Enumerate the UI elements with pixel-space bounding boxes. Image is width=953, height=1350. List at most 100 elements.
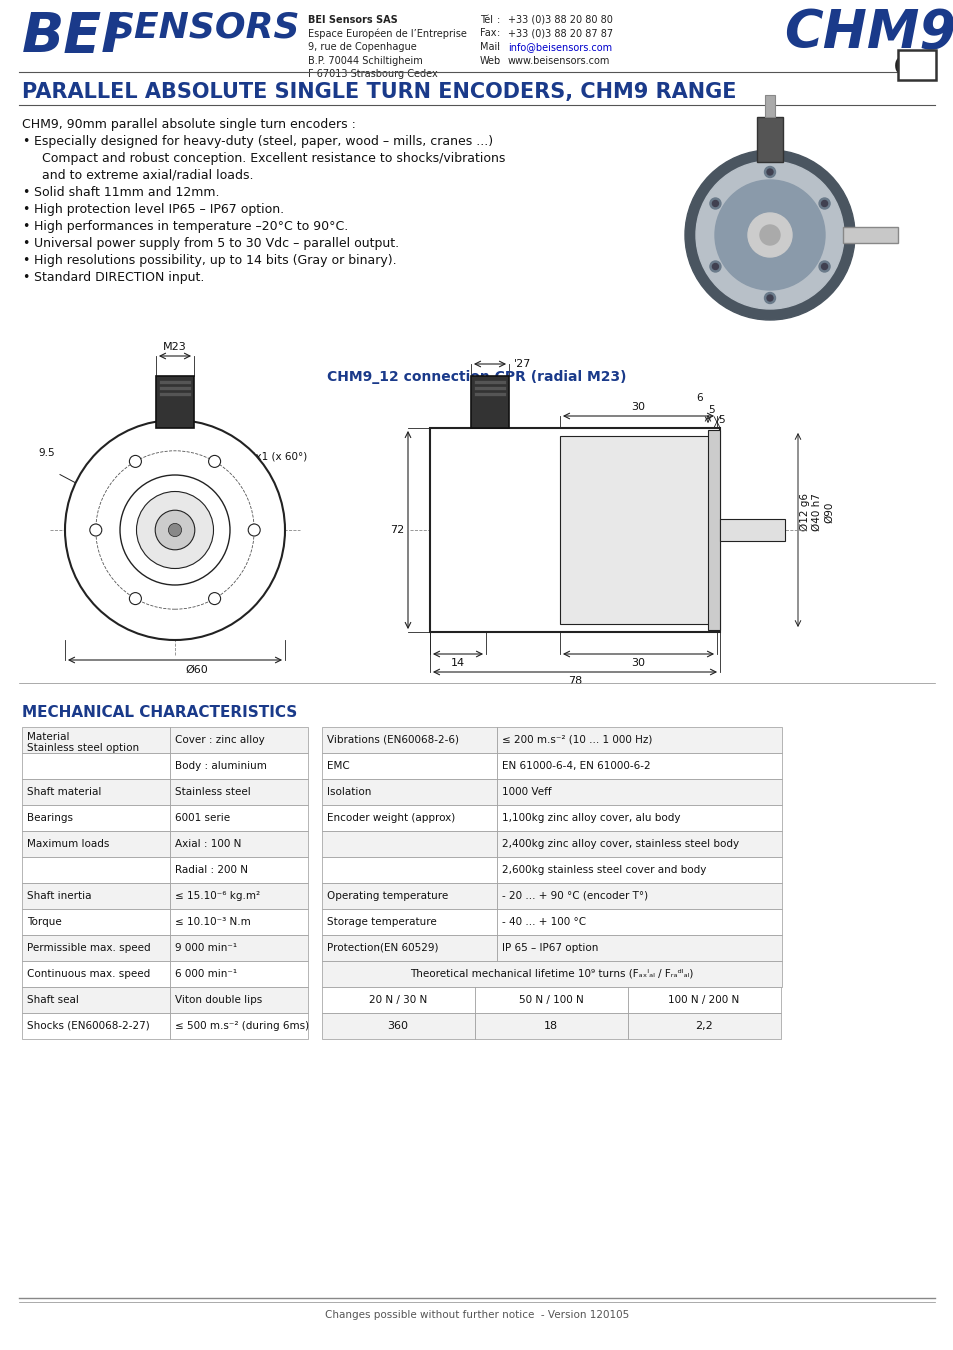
Text: Ø40 h7: Ø40 h7 [811, 493, 821, 531]
Bar [497, 857, 781, 883]
Bar [842, 227, 897, 243]
Bar [322, 728, 497, 753]
Text: 2,400kg zinc alloy cover, stainless steel body: 2,400kg zinc alloy cover, stainless stee… [501, 838, 739, 849]
Text: Continuous max. speed: Continuous max. speed [27, 969, 150, 979]
Text: Cover : zinc alloy: Cover : zinc alloy [174, 734, 265, 745]
Text: Shaft material: Shaft material [27, 787, 101, 796]
Text: M23: M23 [163, 342, 187, 352]
Circle shape [766, 169, 772, 176]
Circle shape [763, 293, 775, 304]
Text: Viton double lips: Viton double lips [174, 995, 262, 1004]
Text: Axial : 100 N: Axial : 100 N [174, 838, 241, 849]
Text: High protection level IP65 – IP67 option.: High protection level IP65 – IP67 option… [34, 202, 284, 216]
Text: SENSORS: SENSORS [108, 9, 299, 45]
Text: Ø90: Ø90 [823, 501, 833, 522]
Bar [322, 961, 781, 987]
Text: Shaft seal: Shaft seal [27, 995, 79, 1004]
Bar [22, 728, 170, 753]
Text: 9 000 min⁻¹: 9 000 min⁻¹ [174, 944, 237, 953]
Text: ≤ 200 m.s⁻² (10 ... 1 000 Hz): ≤ 200 m.s⁻² (10 ... 1 000 Hz) [501, 734, 652, 745]
Circle shape [821, 201, 826, 207]
Text: ≤ 15.10⁻⁶ kg.m²: ≤ 15.10⁻⁶ kg.m² [174, 891, 260, 900]
Text: 2,600kg stainless steel cover and body: 2,600kg stainless steel cover and body [501, 865, 705, 875]
Bar [497, 779, 781, 805]
Text: Universal power supply from 5 to 30 Vdc – parallel output.: Universal power supply from 5 to 30 Vdc … [34, 238, 398, 250]
Text: 6: 6 [696, 393, 702, 404]
Text: prof.12: prof.12 [224, 467, 261, 477]
Bar [159, 379, 191, 383]
Bar [497, 883, 781, 909]
Circle shape [763, 166, 775, 177]
Text: 20 N / 30 N: 20 N / 30 N [369, 995, 427, 1004]
Bar [471, 377, 509, 428]
Circle shape [712, 263, 718, 270]
Text: 30: 30 [630, 402, 644, 412]
Bar [22, 883, 170, 909]
Text: Theoretical mechanical lifetime 10⁹ turns (Fₐₓᴵₐₗ / Fᵣₐᵈᴵₐₗ): Theoretical mechanical lifetime 10⁹ turn… [410, 969, 693, 979]
Text: 1,100kg zinc alloy cover, alu body: 1,100kg zinc alloy cover, alu body [501, 813, 679, 823]
Text: Permissible max. speed: Permissible max. speed [27, 944, 151, 953]
Circle shape [766, 296, 772, 301]
Bar [430, 428, 720, 632]
Circle shape [712, 201, 718, 207]
Bar [170, 961, 308, 987]
Text: Maximum loads: Maximum loads [27, 838, 110, 849]
Text: 2,2: 2,2 [695, 1021, 712, 1031]
Bar [497, 728, 781, 753]
Text: Mail: Mail [479, 42, 499, 53]
Bar [322, 753, 497, 779]
Bar [322, 909, 497, 936]
Bar [170, 805, 308, 832]
Circle shape [684, 150, 854, 320]
Text: Stainless steel option: Stainless steel option [27, 743, 139, 753]
Bar [22, 805, 170, 832]
Text: EN 61000-6-4, EN 61000-6-2: EN 61000-6-4, EN 61000-6-2 [501, 761, 650, 771]
Bar [322, 1012, 475, 1040]
Text: CHM9_12 connection CPR (radial M23): CHM9_12 connection CPR (radial M23) [327, 370, 626, 383]
Bar [170, 832, 308, 857]
Circle shape [714, 180, 824, 290]
Text: Web: Web [479, 55, 500, 66]
Text: 6001 serie: 6001 serie [174, 813, 230, 823]
Circle shape [120, 475, 230, 585]
Bar [322, 779, 497, 805]
Circle shape [95, 451, 253, 609]
Circle shape [65, 420, 285, 640]
Bar [764, 95, 774, 117]
Text: 9, rue de Copenhague: 9, rue de Copenhague [308, 42, 416, 53]
Bar [475, 987, 627, 1012]
Bar [170, 909, 308, 936]
Text: Vibrations (EN60068-2-6): Vibrations (EN60068-2-6) [327, 734, 458, 745]
Text: Isolation: Isolation [327, 787, 371, 796]
Text: ≤ 10.10⁻³ N.m: ≤ 10.10⁻³ N.m [174, 917, 251, 927]
Circle shape [696, 161, 843, 309]
Bar [474, 386, 505, 390]
Bar [156, 377, 193, 428]
Bar [22, 779, 170, 805]
Bar [22, 753, 170, 779]
Circle shape [819, 198, 829, 209]
Bar [559, 436, 717, 624]
Text: CHM9, 90mm parallel absolute single turn encoders :: CHM9, 90mm parallel absolute single turn… [22, 117, 355, 131]
Text: Fax: Fax [479, 28, 496, 39]
Text: 100 N / 200 N: 100 N / 200 N [668, 995, 739, 1004]
Bar [22, 987, 170, 1012]
Bar [170, 728, 308, 753]
Text: '27: '27 [514, 359, 531, 369]
Circle shape [209, 593, 220, 605]
Circle shape [130, 593, 141, 605]
Text: 5: 5 [718, 414, 724, 425]
Text: 6 000 min⁻¹: 6 000 min⁻¹ [174, 969, 237, 979]
Text: Encoder weight (approx): Encoder weight (approx) [327, 813, 455, 823]
Circle shape [90, 524, 102, 536]
Circle shape [136, 491, 213, 568]
Text: info@beisensors.com: info@beisensors.com [507, 42, 612, 53]
Circle shape [248, 524, 260, 536]
Bar [170, 753, 308, 779]
Bar [707, 431, 720, 630]
Text: •: • [22, 254, 30, 267]
Bar [170, 857, 308, 883]
Bar [475, 1012, 627, 1040]
Circle shape [819, 261, 829, 271]
Bar [22, 961, 170, 987]
